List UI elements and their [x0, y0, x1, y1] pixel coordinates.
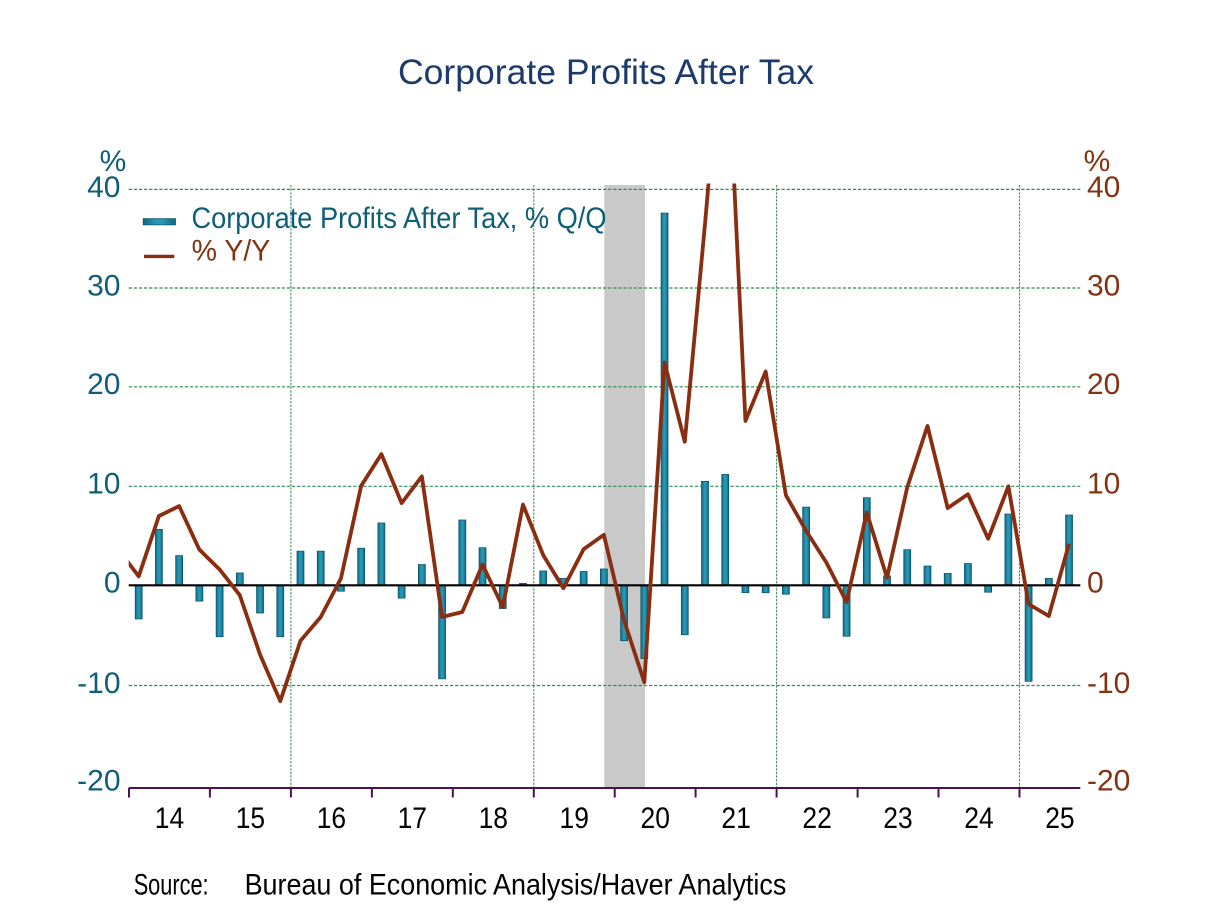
svg-text:19: 19: [560, 802, 589, 835]
svg-text:Corporate Profits After Tax, %: Corporate Profits After Tax, % Q/Q: [192, 202, 607, 235]
svg-text:-20: -20: [1087, 765, 1130, 798]
svg-text:16: 16: [317, 802, 346, 835]
svg-text:40: 40: [1087, 171, 1120, 204]
svg-text:% Y/Y: % Y/Y: [192, 234, 271, 267]
svg-text:23: 23: [883, 802, 912, 835]
svg-text:%: %: [100, 145, 127, 178]
svg-text:-10: -10: [77, 667, 120, 700]
svg-text:Bureau of Economic Analysis/Ha: Bureau of Economic Analysis/Haver Analyt…: [245, 869, 787, 902]
svg-text:24: 24: [964, 802, 993, 835]
svg-text:22: 22: [802, 802, 831, 835]
svg-text:0: 0: [1087, 567, 1104, 600]
svg-text:%: %: [1084, 145, 1111, 178]
svg-text:20: 20: [641, 802, 670, 835]
svg-text:30: 30: [87, 269, 120, 302]
svg-text:14: 14: [155, 802, 184, 835]
svg-text:10: 10: [1087, 468, 1120, 501]
svg-text:15: 15: [236, 802, 265, 835]
svg-text:10: 10: [87, 468, 120, 501]
svg-text:30: 30: [1087, 269, 1120, 302]
svg-text:18: 18: [479, 802, 508, 835]
svg-text:20: 20: [87, 368, 120, 401]
svg-text:20: 20: [1087, 368, 1120, 401]
svg-text:21: 21: [721, 802, 750, 835]
svg-text:Source:: Source:: [134, 869, 209, 902]
svg-text:Corporate Profits After Tax: Corporate Profits After Tax: [398, 52, 814, 92]
svg-text:0: 0: [104, 567, 121, 600]
svg-text:-10: -10: [1087, 667, 1130, 700]
svg-text:40: 40: [87, 171, 120, 204]
svg-text:25: 25: [1045, 802, 1074, 835]
svg-text:17: 17: [398, 802, 427, 835]
svg-text:-20: -20: [77, 765, 120, 798]
